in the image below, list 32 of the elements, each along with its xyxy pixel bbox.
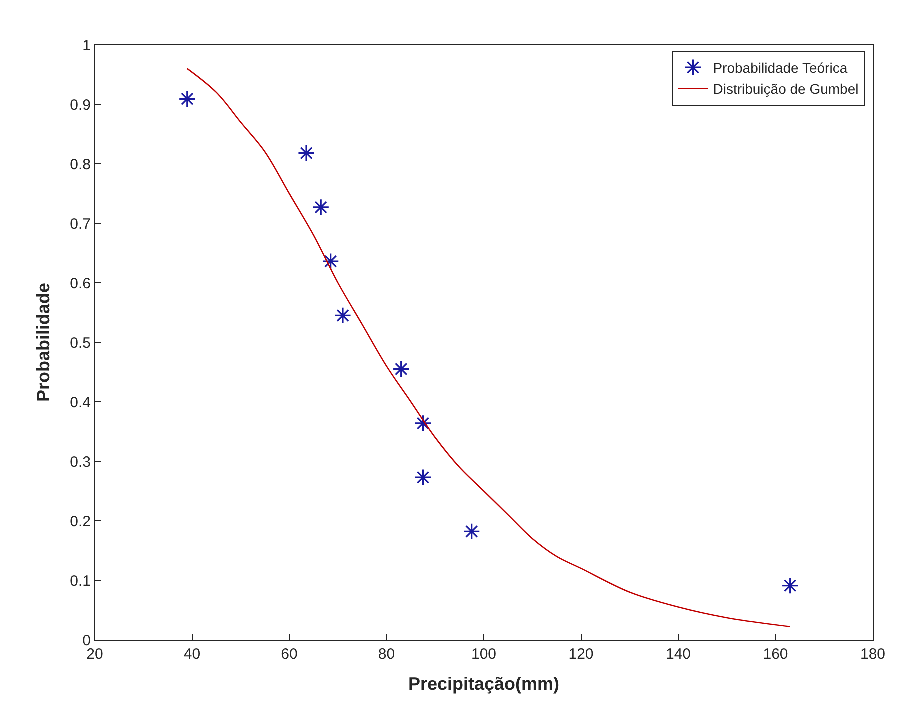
y-tick-label: 0.9	[70, 96, 91, 114]
x-tick-label: 100	[471, 646, 497, 663]
x-tick-label: 60	[281, 646, 298, 663]
x-tick-label: 160	[763, 646, 788, 663]
x-tick-label: 120	[568, 646, 594, 663]
y-tick-label: 0.8	[70, 156, 91, 174]
point	[782, 577, 799, 594]
y-tick-label: 0.6	[70, 275, 91, 292]
y-tick-label: 0.7	[70, 216, 91, 233]
y-tick-label: 0.3	[70, 454, 91, 471]
legend-label: Distribuição de Gumbel	[713, 81, 859, 98]
x-tick-label: 40	[184, 646, 201, 663]
point	[414, 468, 432, 486]
legend-label: Probabilidade Teórica	[713, 60, 848, 76]
x-axis-title: Precipitação(mm)	[408, 674, 560, 694]
x-tick-label: 80	[378, 646, 396, 663]
point	[312, 198, 330, 216]
y-axis-title: Probabilidade	[33, 282, 54, 402]
y-tick-label: 1	[82, 37, 91, 54]
y-tick-label: 0.1	[70, 572, 91, 590]
y-tick-label: 0.4	[70, 394, 91, 412]
y-tick-label: 0.5	[70, 334, 91, 352]
point	[414, 414, 432, 432]
point	[298, 144, 316, 162]
point	[322, 252, 340, 270]
point	[392, 360, 410, 378]
point	[178, 90, 196, 108]
point	[334, 307, 352, 324]
point	[463, 523, 480, 540]
y-tick-label: 0.2	[70, 513, 91, 530]
x-tick-label: 140	[666, 646, 692, 663]
x-tick-label: 180	[860, 646, 886, 663]
